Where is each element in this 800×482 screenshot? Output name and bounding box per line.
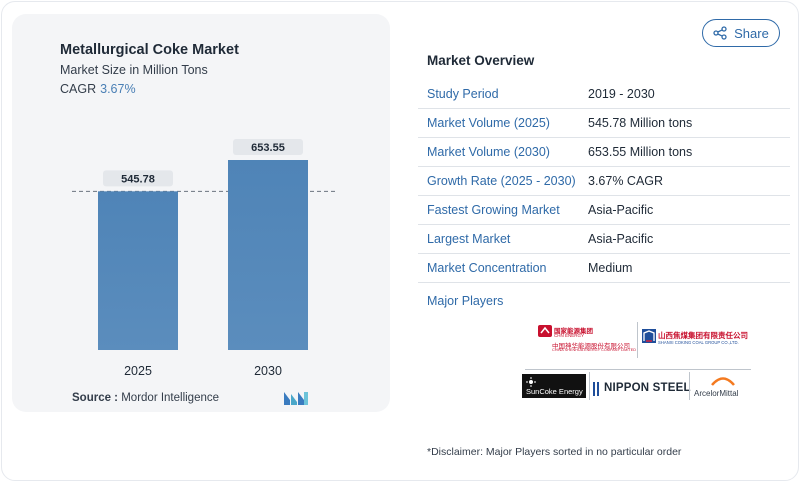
- data-label: 545.78: [121, 173, 155, 185]
- share-button[interactable]: Share: [702, 19, 780, 47]
- x-tick-label: 2030: [254, 364, 282, 378]
- chart-title: Metallurgical Coke Market: [60, 42, 239, 58]
- share-icon: [713, 26, 727, 40]
- overview-key: Market Volume (2025): [427, 116, 550, 130]
- overview-value: Asia-Pacific: [588, 232, 654, 246]
- shanxi-cn: 山西焦煤集团有限责任公司: [658, 331, 748, 340]
- chart-card: [12, 14, 390, 412]
- overview-key: Largest Market: [427, 232, 511, 246]
- overview-row: Largest Market Asia-Pacific: [418, 225, 790, 254]
- overview-value: 545.78 Million tons: [588, 116, 693, 130]
- logo-divider: [637, 322, 638, 358]
- overview-value: 3.67% CAGR: [588, 174, 664, 188]
- arcelor-swoosh-icon: [711, 377, 735, 386]
- china-energy-emblem-icon: [538, 325, 552, 337]
- disclaimer: *Disclaimer: Major Players sorted in no …: [427, 446, 682, 458]
- shanxi-en: SHANXI COKING COAL GROUP CO.,LTD.: [658, 340, 739, 345]
- cagr-value: 3.67%: [100, 82, 136, 96]
- suncoke-text: SunCoke Energy: [526, 387, 583, 396]
- arcelor-text: ArcelorMittal: [694, 389, 739, 398]
- mordor-logo-icon: [284, 392, 308, 405]
- nippon-text: NIPPON STEEL: [604, 382, 691, 394]
- nippon-steel-logo: NIPPON STEEL: [592, 381, 691, 399]
- overview-key: Market Concentration: [427, 261, 547, 275]
- bar-chart: 545.78 2025 653.55 2030: [72, 139, 338, 378]
- overview-value: Asia-Pacific: [588, 203, 654, 217]
- overview-row: Study Period 2019 - 2030: [418, 80, 790, 109]
- china-energy-logo: 国家能源集团 CHN ENERGY 中国神华能源股份有限公司 CHINA SHE…: [530, 322, 636, 356]
- overview-title: Market Overview: [427, 53, 535, 68]
- share-label: Share: [734, 25, 769, 41]
- suncoke-logo: SunCoke Energy: [522, 374, 586, 398]
- china-shenhua-cn: 中国神华能源股份有限公司: [552, 343, 630, 350]
- logo-divider: [525, 369, 751, 370]
- x-tick-label: 2025: [124, 364, 152, 378]
- china-energy-cn: 国家能源集团: [554, 328, 593, 335]
- overview-row: Fastest Growing Market Asia-Pacific: [418, 196, 790, 225]
- logo-divider: [689, 372, 690, 400]
- chart-subtitle: Market Size in Million Tons: [60, 63, 208, 77]
- overview-table: Study Period 2019 - 2030 Market Volume (2…: [418, 80, 790, 283]
- source-value: Mordor Intelligence: [121, 392, 220, 404]
- china-shenhua-en: CHINA SHENHUA ENERGY COMPANY LIMITED: [552, 348, 636, 352]
- overview-row: Growth Rate (2025 - 2030) 3.67% CAGR: [418, 167, 790, 196]
- overview-key: Study Period: [427, 87, 499, 101]
- logo-divider: [589, 372, 590, 400]
- sun-icon: [526, 377, 536, 387]
- shanxi-coking-logo: 山西焦煤集团有限责任公司 SHANXI COKING COAL GROUP CO…: [640, 327, 752, 351]
- shanxi-emblem-icon: [642, 329, 656, 343]
- overview-row: Market Concentration Medium: [418, 254, 790, 283]
- overview-value: 2019 - 2030: [588, 87, 655, 101]
- players-title: Major Players: [427, 294, 504, 308]
- source-label: Source :: [72, 392, 119, 404]
- overview-key: Fastest Growing Market: [427, 203, 560, 217]
- china-energy-en: CHN ENERGY: [554, 333, 585, 338]
- overview-value: 653.55 Million tons: [588, 145, 693, 159]
- nippon-mark-icon: [593, 382, 599, 396]
- overview-key: Growth Rate (2025 - 2030): [427, 174, 576, 188]
- overview-key: Market Volume (2030): [427, 145, 550, 159]
- overview-row: Market Volume (2025) 545.78 Million tons: [418, 109, 790, 138]
- source: Source : Mordor Intelligence: [72, 392, 219, 404]
- overview-value: Medium: [588, 261, 633, 275]
- bar: [98, 191, 178, 350]
- overview-row: Market Volume (2030) 653.55 Million tons: [418, 138, 790, 167]
- data-label-bg: [103, 170, 173, 187]
- cagr: CAGR 3.67%: [60, 82, 136, 96]
- data-label-bg: [233, 139, 303, 155]
- arcelormittal-logo: ArcelorMittal: [692, 374, 756, 400]
- cagr-label: CAGR: [60, 82, 97, 96]
- data-label: 653.55: [251, 142, 285, 154]
- bar: [228, 160, 308, 350]
